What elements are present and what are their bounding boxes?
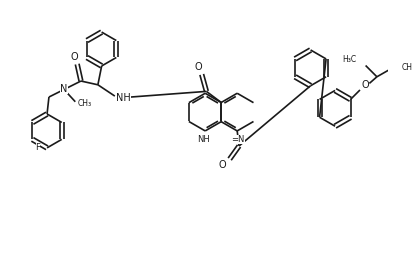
Text: F: F — [35, 143, 40, 152]
Text: O: O — [70, 52, 78, 62]
Text: O: O — [362, 80, 370, 90]
Text: NH: NH — [197, 135, 210, 144]
Text: N: N — [60, 84, 68, 93]
Text: H₃C: H₃C — [342, 55, 356, 64]
Text: CH₃: CH₃ — [77, 99, 92, 108]
Text: CH₃: CH₃ — [401, 63, 412, 72]
Text: O: O — [194, 62, 202, 72]
Text: O: O — [218, 160, 226, 170]
Text: =N: =N — [232, 135, 245, 144]
Text: NH: NH — [116, 93, 131, 103]
